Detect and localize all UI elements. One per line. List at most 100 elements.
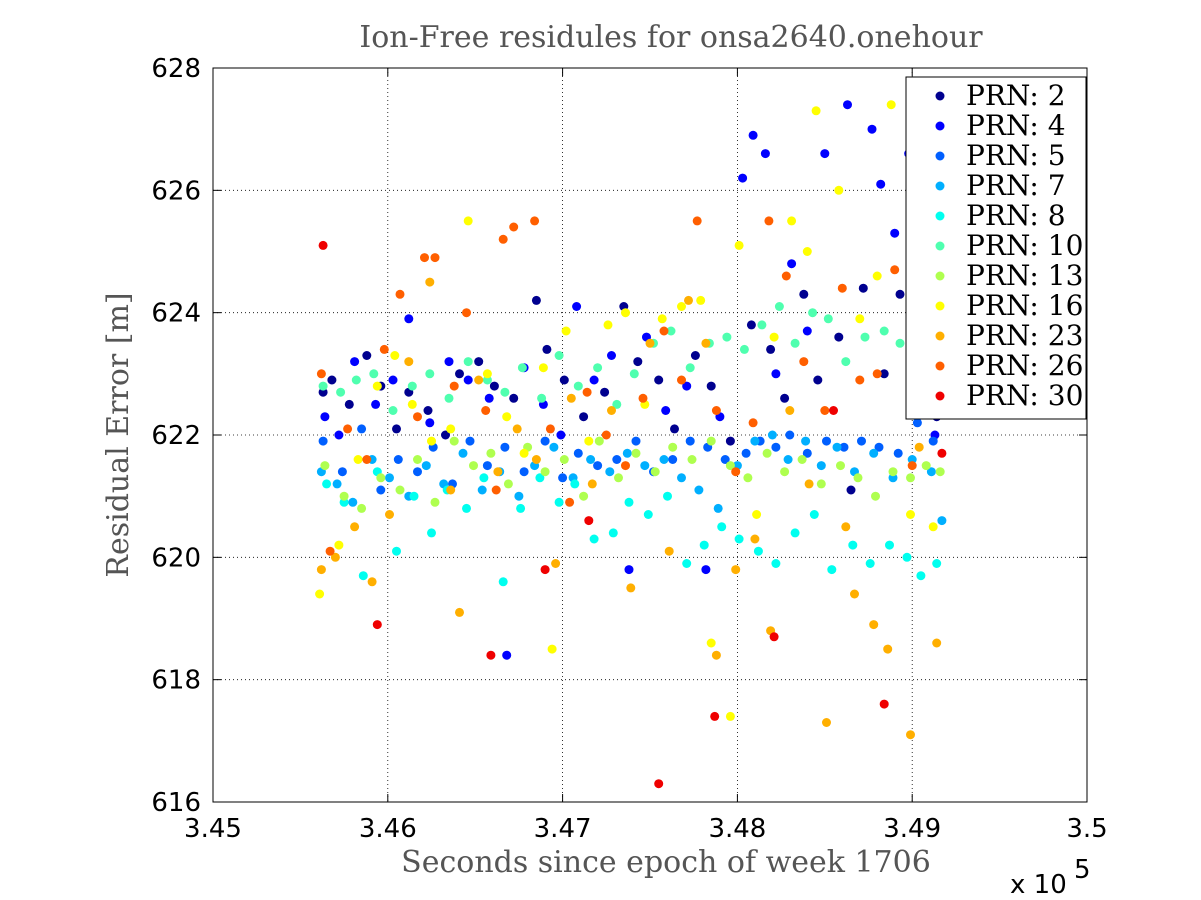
data-point xyxy=(743,473,753,483)
data-point xyxy=(823,314,833,324)
data-point xyxy=(850,589,859,599)
data-point xyxy=(822,436,831,446)
data-point xyxy=(477,485,487,495)
data-point xyxy=(725,436,735,446)
data-point xyxy=(519,448,529,458)
data-point xyxy=(622,448,632,458)
data-point xyxy=(668,442,678,452)
data-point xyxy=(413,412,422,422)
data-point xyxy=(430,253,440,263)
data-point xyxy=(463,375,473,385)
data-point xyxy=(734,534,744,544)
legend-marker xyxy=(935,181,945,191)
data-point xyxy=(760,149,770,159)
data-point xyxy=(531,455,541,464)
data-point xyxy=(790,528,800,538)
data-point xyxy=(937,516,947,526)
data-point xyxy=(425,369,435,379)
data-point xyxy=(914,442,924,452)
data-point xyxy=(379,344,389,354)
data-point xyxy=(937,448,947,458)
legend-marker xyxy=(935,211,945,221)
data-point xyxy=(390,351,400,360)
data-point xyxy=(750,436,760,446)
data-point xyxy=(841,357,851,367)
data-point xyxy=(489,381,499,391)
data-point xyxy=(916,571,926,581)
data-point xyxy=(664,546,674,556)
data-point xyxy=(516,503,526,513)
data-point xyxy=(706,381,716,391)
data-point xyxy=(876,179,886,189)
data-point xyxy=(376,473,386,483)
data-point xyxy=(357,503,367,513)
data-point xyxy=(344,399,354,409)
data-point xyxy=(855,314,865,324)
legend-marker xyxy=(935,301,945,311)
x-axis-label: Seconds since epoch of week 1706 xyxy=(401,845,931,880)
data-point xyxy=(731,467,741,477)
data-point xyxy=(486,650,496,660)
data-point xyxy=(720,455,730,464)
data-point xyxy=(446,485,456,495)
data-point xyxy=(444,357,454,367)
data-point xyxy=(582,387,592,397)
data-point xyxy=(538,363,548,373)
legend-label: PRN: 13 xyxy=(966,259,1083,292)
data-point xyxy=(626,583,636,593)
data-point xyxy=(694,485,704,495)
data-point xyxy=(629,369,639,379)
data-point xyxy=(337,467,347,477)
data-point xyxy=(769,632,779,642)
data-point xyxy=(316,369,326,379)
data-point xyxy=(455,369,464,379)
data-point xyxy=(837,283,847,293)
data-point xyxy=(799,289,809,299)
data-point xyxy=(369,369,379,379)
data-point xyxy=(420,253,429,263)
data-point xyxy=(895,289,905,299)
data-point xyxy=(766,344,776,354)
data-point xyxy=(685,436,695,446)
data-point xyxy=(692,216,702,226)
data-point xyxy=(748,130,758,140)
data-point xyxy=(928,436,938,446)
data-point xyxy=(423,406,433,415)
data-point xyxy=(781,271,791,281)
data-point xyxy=(376,485,386,495)
legend-label: PRN: 30 xyxy=(966,379,1083,412)
data-point xyxy=(734,240,744,250)
data-point xyxy=(469,461,478,471)
data-point xyxy=(371,399,381,409)
data-point xyxy=(654,375,664,385)
data-point xyxy=(407,381,417,391)
data-point xyxy=(316,565,326,575)
data-point xyxy=(462,503,471,513)
data-point xyxy=(895,338,905,348)
data-point xyxy=(570,479,580,489)
data-point xyxy=(906,730,915,740)
data-point xyxy=(584,516,594,526)
data-point xyxy=(650,467,660,477)
data-point xyxy=(547,644,557,654)
data-point xyxy=(853,473,863,483)
data-point xyxy=(353,455,363,464)
data-point xyxy=(836,461,845,471)
data-point xyxy=(725,461,735,471)
x-tick-label: 3.5 xyxy=(1066,814,1107,844)
data-point xyxy=(392,424,401,434)
data-point xyxy=(932,559,942,568)
data-point xyxy=(531,295,541,305)
legend-label: PRN: 5 xyxy=(966,139,1066,172)
data-point xyxy=(787,216,797,226)
data-point xyxy=(561,326,571,336)
axis-ticks: 3.45 3.46 3.47 3.48 3.49 3.5 616 618 620 622 624 62… xyxy=(151,54,1107,844)
data-point xyxy=(621,461,630,471)
data-point xyxy=(839,442,849,452)
data-point xyxy=(752,510,762,519)
data-point xyxy=(573,448,583,458)
data-point xyxy=(393,455,403,464)
data-point xyxy=(767,430,777,440)
data-point xyxy=(640,461,650,471)
